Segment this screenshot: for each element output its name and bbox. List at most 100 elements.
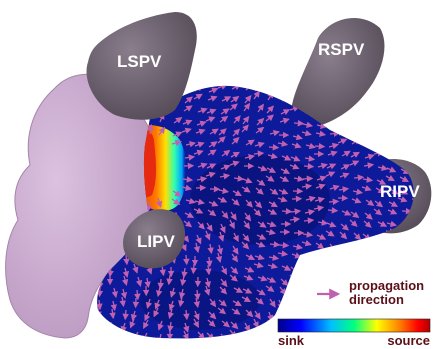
propagation-arrow <box>264 332 271 339</box>
propagation-arrow <box>350 151 360 158</box>
propagation-arrow <box>269 129 280 137</box>
propagation-arrow <box>326 221 337 228</box>
propagation-arrow <box>197 107 208 114</box>
propagation-arrow <box>341 265 350 273</box>
propagation-arrow <box>398 188 409 195</box>
propagation-arrow <box>301 239 312 247</box>
propagation-arrow <box>387 152 399 159</box>
propagation-arrow <box>256 233 267 240</box>
propagation-arrow <box>242 287 253 294</box>
propagation-arrow <box>275 307 283 318</box>
propagation-arrow <box>387 261 399 268</box>
propagation-arrow <box>301 183 313 190</box>
lipv-vein <box>123 209 186 269</box>
propagation-arrow <box>145 201 152 213</box>
propagation-arrow <box>218 299 227 307</box>
propagation-arrow <box>233 175 245 182</box>
propagation-arrow <box>144 277 151 289</box>
propagation-arrow <box>339 231 348 240</box>
propagation-arrow <box>293 175 305 182</box>
propagation-arrow <box>221 96 232 103</box>
propagation-arrow <box>351 253 361 261</box>
propagation-arrow <box>314 196 325 204</box>
propagation-arrow <box>410 264 414 272</box>
propagation-arrow <box>365 199 375 206</box>
propagation-arrow <box>305 142 316 150</box>
propagation-arrow <box>119 330 126 339</box>
propagation-arrow <box>340 164 351 171</box>
propagation-arrow <box>168 300 175 311</box>
propagation-arrow <box>329 184 340 191</box>
propagation-arrow <box>411 143 414 149</box>
propagation-arrow <box>325 285 333 294</box>
propagation-arrow <box>386 166 397 173</box>
propagation-arrow <box>244 212 252 222</box>
propagation-arrow <box>97 299 103 311</box>
propagation-arrow <box>363 105 373 112</box>
propagation-arrow <box>409 105 414 112</box>
propagation-arrow <box>207 209 217 217</box>
propagation-arrow <box>397 196 408 203</box>
propagation-arrow <box>169 287 177 298</box>
propagation-arrow <box>207 319 216 327</box>
propagation-arrow <box>229 274 238 282</box>
propagation-arrow <box>178 288 186 300</box>
propagation-arrow <box>255 126 265 134</box>
propagation-arrow <box>208 87 219 94</box>
propagation-arrow <box>410 155 414 162</box>
propagation-arrow <box>266 166 277 173</box>
propagation-arrow <box>221 149 231 157</box>
propagation-arrow <box>119 296 126 308</box>
propagation-arrow <box>266 105 274 114</box>
propagation-arrow <box>304 267 311 277</box>
propagation-arrow <box>339 118 351 125</box>
propagation-arrow <box>277 250 289 257</box>
propagation-arrow <box>352 130 362 137</box>
propagation-arrow <box>317 330 328 337</box>
propagation-arrow <box>265 175 275 182</box>
propagation-arrow <box>414 123 423 124</box>
propagation-arrow <box>182 176 194 183</box>
propagation-arrow <box>317 219 329 226</box>
propagation-arrow <box>377 105 386 113</box>
propagation-arrow <box>147 123 154 135</box>
propagation-arrow <box>265 114 275 122</box>
propagation-arrow <box>144 311 151 322</box>
propagation-arrow <box>351 197 362 204</box>
propagation-arrow <box>252 318 259 329</box>
propagation-arrow <box>361 185 372 192</box>
propagation-arrow <box>196 120 207 127</box>
propagation-arrow <box>328 256 335 266</box>
propagation-arrow <box>218 187 230 194</box>
propagation-arrow <box>277 85 284 89</box>
propagation-arrow <box>363 220 372 228</box>
propagation-arrow <box>233 115 241 124</box>
propagation-arrow <box>388 85 397 93</box>
propagation-arrow <box>217 136 226 144</box>
propagation-arrow <box>182 119 193 126</box>
propagation-arrow <box>302 175 314 182</box>
propagation-arrow <box>329 130 341 137</box>
propagation-arrow <box>376 118 386 126</box>
propagation-arrow <box>340 278 350 285</box>
propagation-arrow <box>111 287 118 299</box>
propagation-arrow <box>122 309 129 321</box>
propagation-arrow <box>376 233 387 240</box>
propagation-arrow <box>257 165 268 172</box>
propagation-arrow <box>195 128 206 135</box>
propagation-arrow <box>340 332 351 339</box>
propagation-arrow <box>387 92 396 101</box>
propagation-arrow <box>414 231 423 233</box>
propagation-arrow <box>326 330 337 338</box>
propagation-arrow <box>256 117 265 126</box>
propagation-arrow <box>317 162 328 170</box>
propagation-arrow <box>204 277 211 289</box>
propagation-arrow <box>267 208 278 215</box>
propagation-arrow <box>197 221 205 230</box>
propagation-arrow <box>255 297 264 305</box>
propagation-arrow <box>172 131 183 138</box>
propagation-arrow <box>106 329 113 339</box>
propagation-arrow <box>184 211 195 218</box>
propagation-arrow <box>353 232 362 241</box>
